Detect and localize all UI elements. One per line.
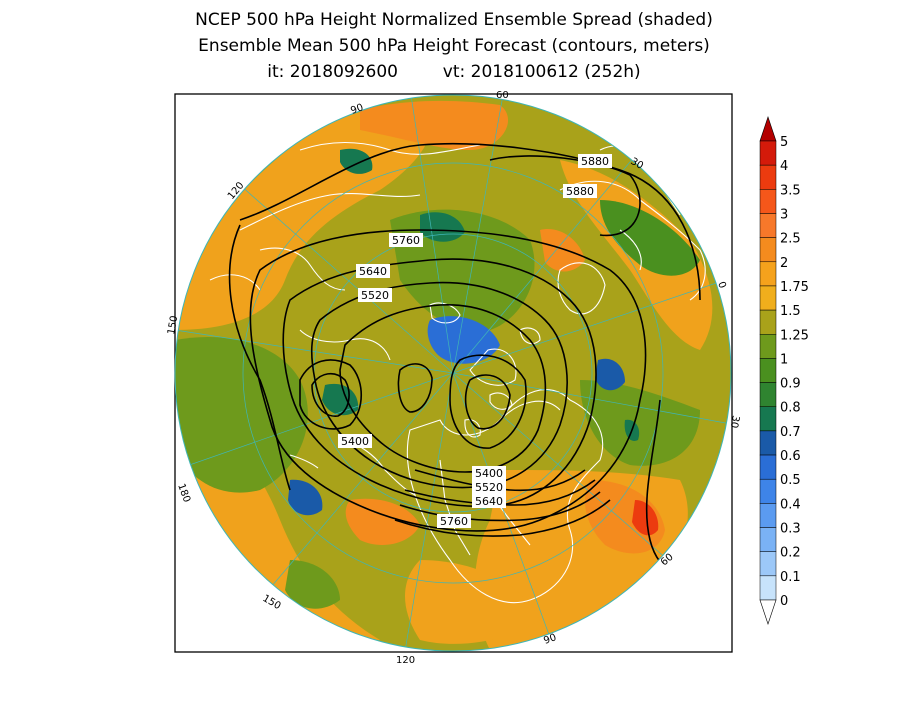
spread-mid-patch [390, 209, 535, 331]
lon-label-150: 150 [261, 593, 283, 612]
map-disk-rim [174, 94, 732, 652]
title-line-3: it: 2018092600 vt: 2018100612 (252h) [0, 62, 908, 82]
contour-label-5400b: 5400 [475, 467, 503, 480]
spread-mid-patch [285, 560, 340, 609]
spread-high-patch [632, 500, 659, 536]
colorbar-tick-label: 0.9 [780, 377, 801, 392]
colorbar-box [759, 309, 777, 335]
colorbar-tick-label: 0.4 [780, 497, 801, 512]
colorbar-top-arrow [759, 116, 777, 142]
colorbar-box [759, 575, 777, 601]
spread-low-patch [288, 479, 323, 516]
spread-low-patch [595, 358, 625, 391]
colorbar-box [759, 430, 777, 456]
spread-high-patch [540, 229, 585, 272]
colorbar: 5 4 3.5 3 2.5 2 1.75 1.5 1.25 1 0.9 0.8 0.7 0.6 0.5 0.4… [759, 116, 809, 625]
spread-low-patch [427, 316, 500, 364]
colorbar-tick-label: 0.5 [780, 473, 801, 488]
contour-labels: 5880 5880 5760 5640 5520 5400 5400 5520 … [338, 154, 612, 528]
contour-label-5640a: 5640 [359, 265, 387, 278]
colorbar-tick-label: 1 [780, 352, 788, 367]
colorbar-tick-label: 1.75 [780, 280, 809, 295]
colorbar-box [759, 551, 777, 577]
contour-label-5760b: 5760 [440, 515, 468, 528]
colorbar-tick-label: 4 [780, 159, 788, 174]
contour-label-5520b: 5520 [475, 481, 503, 494]
spread-low-patch [420, 212, 465, 242]
colorbar-tick-label: 1.5 [780, 304, 801, 319]
lon-label-90a: 90 [349, 102, 365, 117]
colorbar-tick-label: 0 [780, 594, 788, 609]
colorbar-box [759, 213, 777, 238]
colorbar-box [759, 358, 777, 383]
contour-label-5640b: 5640 [475, 495, 503, 508]
colorbar-box [759, 406, 777, 432]
spread-mid-patch [600, 200, 700, 276]
colorbar-tick-label: 2.5 [780, 232, 801, 247]
colorbar-tick-label: 2 [780, 256, 788, 271]
spread-mid-patch [175, 336, 308, 493]
lon-label-90b: 90 [542, 632, 558, 647]
colorbar-bottom-arrow [759, 599, 777, 625]
spread-mid-patch [580, 380, 700, 466]
colorbar-tick-label: 5 [780, 135, 788, 150]
lon-label-30b: 30 [728, 414, 741, 428]
colorbar-box [759, 527, 777, 552]
lon-label-0: 0 [715, 280, 728, 290]
colorbar-tick-label: 3 [780, 207, 788, 222]
lon-label-180: 180 [175, 482, 192, 504]
lon-label-120b: 120 [396, 655, 415, 666]
colorbar-box [759, 478, 777, 504]
colorbar-box [759, 189, 777, 214]
title-line-1: NCEP 500 hPa Height Normalized Ensemble … [195, 10, 713, 30]
contour-label-5400a: 5400 [341, 435, 369, 448]
colorbar-box [759, 140, 777, 166]
colorbar-box [759, 334, 777, 359]
colorbar-tick-label: 0.8 [780, 401, 801, 416]
contour-label-5520a: 5520 [361, 289, 389, 302]
graticule [175, 95, 731, 651]
colorbar-tick-label: 0.2 [780, 546, 801, 561]
colorbar-tick-label: 0.1 [780, 570, 801, 585]
spread-high-patch [585, 480, 665, 554]
valid-time-label: vt: 2018100612 (252h) [442, 62, 641, 82]
spread-high-patch [405, 560, 540, 644]
title-line-2: Ensemble Mean 500 hPa Height Forecast (c… [198, 36, 710, 56]
colorbar-tick-label: 0.6 [780, 449, 801, 464]
spread-shading: 5880 5880 5760 5640 5520 5400 5400 5520 … [175, 95, 731, 651]
lon-label-60a: 60 [496, 90, 509, 101]
contour-label-5880b: 5880 [566, 185, 594, 198]
spread-high-patch [360, 100, 509, 150]
height-contours [228, 142, 701, 571]
colorbar-box [759, 261, 777, 287]
lon-label-150b: 150 [166, 315, 180, 336]
colorbar-box [759, 285, 777, 311]
colorbar-box [759, 503, 777, 528]
contour-label-5880a: 5880 [581, 155, 609, 168]
colorbar-tick-label: 1.25 [780, 328, 809, 343]
init-time-label: it: 2018092600 [267, 62, 398, 82]
contour-label-5760a: 5760 [392, 234, 420, 247]
colorbar-tick-label: 3.5 [780, 183, 801, 198]
colorbar-box [759, 164, 777, 190]
colorbar-box [759, 237, 777, 263]
colorbar-tick-label: 0.7 [780, 425, 801, 440]
spread-high-patch [345, 498, 420, 545]
colorbar-box [759, 382, 777, 407]
colorbar-box [759, 454, 777, 480]
colorbar-tick-label: 0.3 [780, 522, 801, 537]
